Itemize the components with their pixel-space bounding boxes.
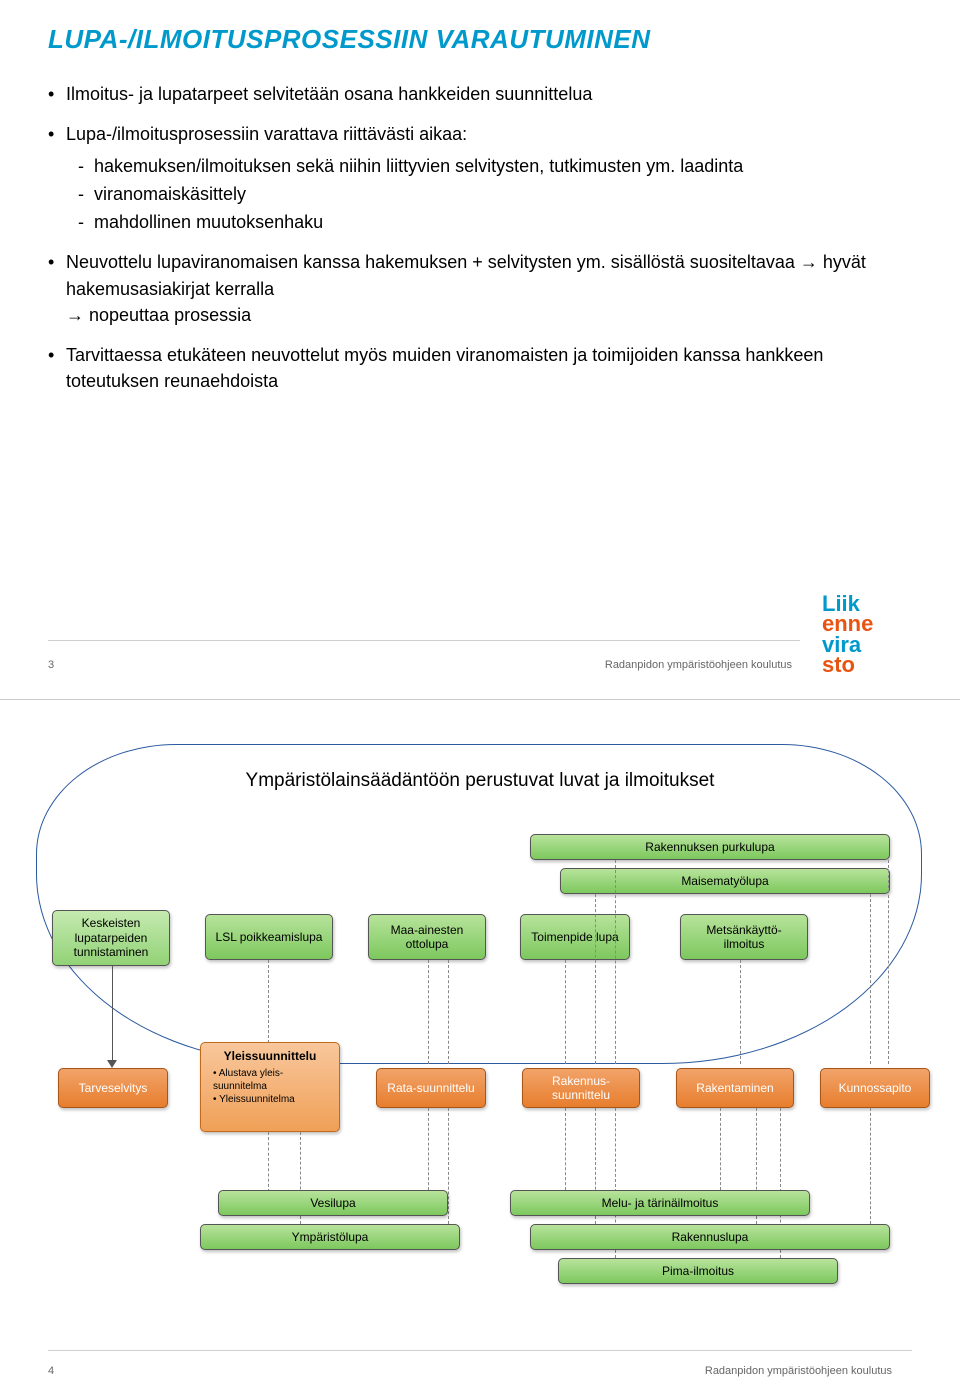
bubble-title: Ympäristölainsäädäntöön perustuvat luvat… (0, 770, 960, 792)
bullet-4: Tarvittaessa etukäteen neuvottelut myös … (48, 342, 912, 394)
connector (268, 960, 269, 1048)
node-tarveselvitys-label: Tarveselvitys (79, 1081, 148, 1095)
node-rakennuslupa: Rakennuslupa (530, 1224, 890, 1250)
page-number: 4 (48, 1365, 88, 1377)
connector (268, 1132, 269, 1192)
sub-1-text: hakemuksen/ilmoituksen sekä niihin liitt… (94, 156, 743, 176)
bullet-1-text: Ilmoitus- ja lupatarpeet selvitetään osa… (66, 84, 592, 104)
node-ratasuunnittelu-label: Rata-suunnittelu (387, 1081, 474, 1095)
sub-3: mahdollinen muutoksenhaku (66, 209, 912, 235)
arrow-icon: → (800, 252, 818, 272)
slide-2: Ympäristölainsäädäntöön perustuvat luvat… (0, 700, 960, 1393)
bullet-1: Ilmoitus- ja lupatarpeet selvitetään osa… (48, 81, 912, 107)
bullet-3a: Neuvottelu lupaviranomaisen kanssa hakem… (66, 252, 800, 272)
slide-title: LUPA-/ILMOITUSPROSESSIIN VARAUTUMINEN (48, 24, 912, 55)
node-lsl: LSL poikkeamislupa (205, 914, 333, 960)
node-kunnossapito: Kunnossapito (820, 1068, 930, 1108)
sub-3-text: mahdollinen muutoksenhaku (94, 212, 323, 232)
node-yleissuunnittelu-title: Yleissuunnittelu (224, 1049, 317, 1063)
connector (595, 894, 596, 1064)
footer: 4 Radanpidon ympäristöohjeen koulutus (48, 1365, 912, 1377)
node-yleissuunnittelu: Yleissuunnittelu Alustava yleis-suunnite… (200, 1042, 340, 1132)
node-purkulupa: Rakennuksen purkulupa (530, 834, 890, 860)
connector (615, 860, 616, 1064)
connector (740, 960, 741, 1064)
node-maisematyolupa: Maisematyölupa (560, 868, 890, 894)
bubble-outline (36, 744, 922, 1064)
node-ymparistolupa-label: Ympäristölupa (292, 1230, 369, 1244)
connector (870, 894, 871, 1064)
connector (448, 960, 449, 1064)
connector (448, 1108, 449, 1224)
node-rakennussuunnittelu: Rakennus-suunnittelu (522, 1068, 640, 1108)
bullet-3c: nopeuttaa prosessia (84, 305, 251, 325)
connector (888, 860, 889, 1064)
page-number: 3 (48, 659, 88, 671)
node-vesilupa: Vesilupa (218, 1190, 448, 1216)
node-pima: Pima-ilmoitus (558, 1258, 838, 1284)
node-rakentaminen-label: Rakentaminen (696, 1081, 773, 1095)
yleissuunnittelu-sub: Alustava yleis-suunnitelma Yleissuunnite… (207, 1067, 333, 1106)
connector (428, 960, 429, 1064)
node-pima-label: Pima-ilmoitus (662, 1264, 734, 1278)
bullet-4-text: Tarvittaessa etukäteen neuvottelut myös … (66, 345, 823, 391)
node-keskeisten-label: Keskeisten lupatarpeiden tunnistaminen (59, 916, 163, 959)
node-ymparistolupa: Ympäristölupa (200, 1224, 460, 1250)
node-maisematyolupa-label: Maisematyölupa (681, 874, 768, 888)
sub-2-text: viranomaiskäsittely (94, 184, 246, 204)
sub-2: viranomaiskäsittely (66, 181, 912, 207)
logo-line-4: sto (822, 652, 855, 677)
footer-rule (48, 640, 800, 641)
arrow-down-icon (107, 1060, 117, 1068)
footer-text: Radanpidon ympäristöohjeen koulutus (88, 1365, 912, 1377)
node-metsankaytto: Metsänkäyttö-ilmoitus (680, 914, 808, 960)
slide-1: LUPA-/ILMOITUSPROSESSIIN VARAUTUMINEN Il… (0, 0, 960, 700)
arrow-icon: → (66, 305, 84, 325)
yleiss-sub-1: Alustava yleis-suunnitelma (213, 1067, 333, 1093)
node-toimenpide: Toimenpide lupa (520, 914, 630, 960)
node-melu-label: Melu- ja tärinäilmoitus (602, 1196, 719, 1210)
sub-list: hakemuksen/ilmoituksen sekä niihin liitt… (66, 153, 912, 235)
node-ratasuunnittelu: Rata-suunnittelu (376, 1068, 486, 1108)
connector (112, 966, 113, 1064)
connector (870, 1108, 871, 1224)
node-melu: Melu- ja tärinäilmoitus (510, 1190, 810, 1216)
connector (720, 1108, 721, 1190)
node-vesilupa-label: Vesilupa (310, 1196, 355, 1210)
bullet-2-text: Lupa-/ilmoitusprosessiin varattava riitt… (66, 124, 467, 144)
bullet-2: Lupa-/ilmoitusprosessiin varattava riitt… (48, 121, 912, 235)
footer-rule (48, 1350, 912, 1351)
node-maa-ainesten-label: Maa-ainesten ottolupa (375, 923, 479, 952)
node-rakentaminen: Rakentaminen (676, 1068, 794, 1108)
node-keskeisten: Keskeisten lupatarpeiden tunnistaminen (52, 910, 170, 966)
node-toimenpide-label: Toimenpide lupa (531, 930, 618, 944)
node-rakennussuunnittelu-label: Rakennus-suunnittelu (529, 1074, 633, 1103)
yleiss-sub-2: Yleissuunnitelma (213, 1093, 333, 1106)
bullet-list: Ilmoitus- ja lupatarpeet selvitetään osa… (48, 81, 912, 394)
node-lsl-label: LSL poikkeamislupa (216, 930, 323, 944)
footer: 3 Radanpidon ympäristöohjeen koulutus (48, 659, 912, 671)
liikennevirasto-logo: Liik enne vira sto (822, 594, 912, 675)
bullet-3: Neuvottelu lupaviranomaisen kanssa hakem… (48, 249, 912, 327)
node-maa-ainesten: Maa-ainesten ottolupa (368, 914, 486, 960)
footer-text: Radanpidon ympäristöohjeen koulutus (88, 659, 912, 671)
node-tarveselvitys: Tarveselvitys (58, 1068, 168, 1108)
connector (428, 1108, 429, 1190)
node-rakennuslupa-label: Rakennuslupa (672, 1230, 749, 1244)
connector (565, 960, 566, 1064)
node-kunnossapito-label: Kunnossapito (839, 1081, 912, 1095)
connector (565, 1108, 566, 1190)
sub-1: hakemuksen/ilmoituksen sekä niihin liitt… (66, 153, 912, 179)
node-purkulupa-label: Rakennuksen purkulupa (645, 840, 774, 854)
node-metsankaytto-label: Metsänkäyttö-ilmoitus (687, 923, 801, 952)
